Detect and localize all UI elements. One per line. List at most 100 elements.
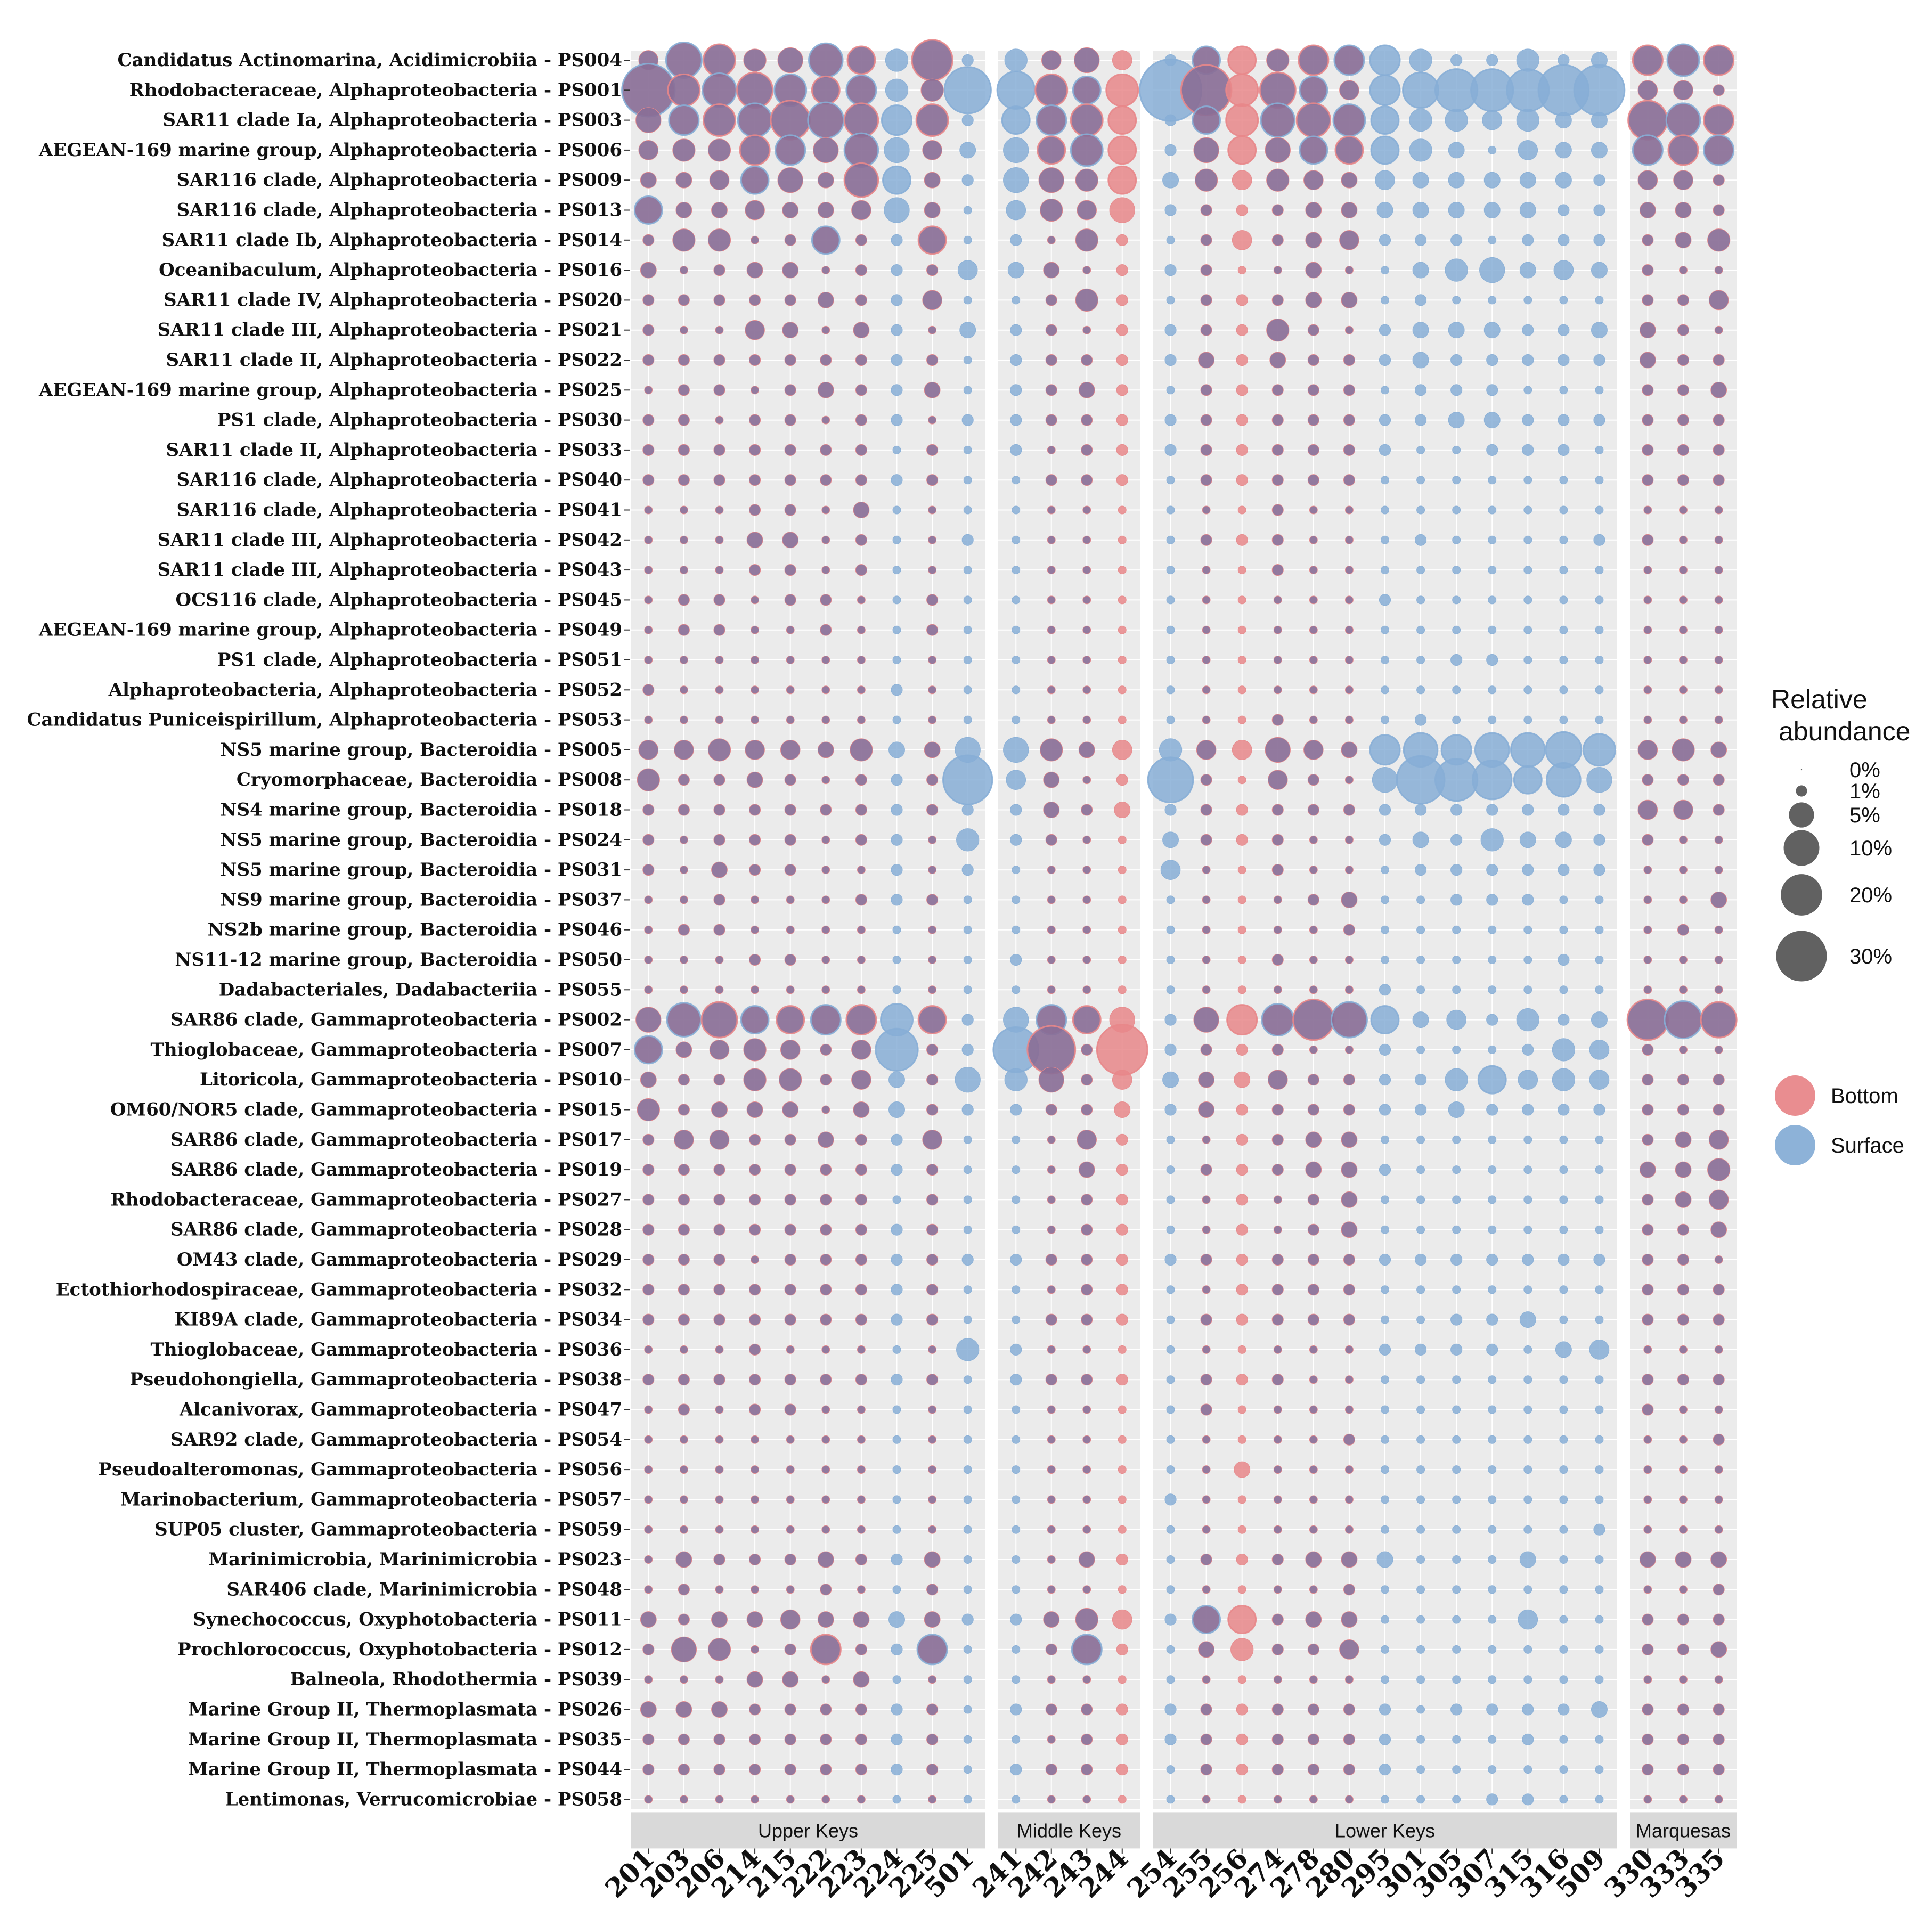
data-bubble: OM43 clade, Gammaproteobacteria - PS029 … [1081, 1254, 1093, 1265]
data-bubble: Pseudohongiella, Gammaproteobacteria - P… [1081, 1374, 1093, 1385]
data-bubble: NS5 marine group, Bacteroidia - PS031 | … [1451, 864, 1462, 876]
data-bubble: SAR86 clade, Gammaproteobacteria - PS017… [1341, 1132, 1357, 1148]
data-bubble: SAR11 clade III, Alphaproteobacteria - P… [1484, 322, 1500, 338]
data-bubble: Marinobacterium, Gammaproteobacteria - P… [751, 1496, 759, 1504]
data-bubble: Ectothiorhodospiraceae, Gammaproteobacte… [1595, 1286, 1603, 1294]
data-bubble: Marine Group II, Thermoplasmata - PS035 … [891, 1734, 902, 1745]
data-bubble: OM43 clade, Gammaproteobacteria - PS029 … [785, 1254, 796, 1265]
taxon-label: NS9 marine group, Bacteroidia - PS037 [220, 889, 622, 910]
data-bubble: SAR406 clade, Marinimicrobia - PS048 | 3… [1524, 1586, 1532, 1594]
data-bubble: OM43 clade, Gammaproteobacteria - PS029 … [678, 1254, 689, 1265]
data-bubble: NS5 marine group, Bacteroidia - PS031 | … [1309, 866, 1317, 874]
data-bubble: Prochlorococcus, Oxyphotobacteria - PS01… [708, 1638, 730, 1661]
data-bubble: PS1 clade, Alphaproteobacteria - PS051 |… [1417, 656, 1425, 664]
data-bubble: Lentimonas, Verrucomicrobiae - PS058 | 2… [1012, 1795, 1020, 1803]
data-bubble: AEGEAN-169 marine group, Alphaproteobact… [964, 386, 972, 394]
taxon-label: SAR11 clade II, Alphaproteobacteria - PS… [166, 439, 623, 461]
data-bubble: SAR11 clade Ia, Alphaproteobacteria - PS… [1333, 104, 1365, 136]
data-bubble: Marinobacterium, Gammaproteobacteria - P… [1715, 1496, 1723, 1504]
data-bubble: Alphaproteobacteria, Alphaproteobacteria… [1715, 686, 1723, 694]
data-bubble: PS1 clade, Alphaproteobacteria - PS030 |… [891, 414, 902, 426]
data-bubble: Marinimicrobia, Marinimicrobia - PS023 |… [676, 1552, 692, 1568]
data-bubble: OCS116 clade, Alphaproteobacteria - PS04… [1083, 596, 1091, 604]
data-bubble: Rhodobacteraceae, Gammaproteobacteria - … [1202, 1196, 1210, 1204]
data-bubble: Litoricola, Gammaproteobacteria - PS010 … [1445, 1068, 1468, 1091]
data-bubble: Thioglobaceae, Gammaproteobacteria - PS0… [710, 1040, 729, 1060]
data-bubble: SAR406 clade, Marinimicrobia - PS048 | 2… [751, 1586, 759, 1594]
data-bubble: SAR92 clade, Gammaproteobacteria - PS054… [1167, 1435, 1175, 1443]
data-bubble: Marine Group II, Thermoplasmata - PS044 … [1560, 1766, 1568, 1774]
data-bubble: Alphaproteobacteria, Alphaproteobacteria… [822, 686, 830, 694]
data-bubble: SAR116 clade, Alphaproteobacteria - PS01… [1713, 205, 1724, 216]
data-bubble: Balneola, Rhodothermia - PS039 | 295 : 0… [1381, 1676, 1389, 1684]
data-bubble: SAR86 clade, Gammaproteobacteria - PS002… [741, 1006, 769, 1034]
data-bubble: Thioglobaceae, Gammaproteobacteria - PS0… [1309, 1345, 1317, 1353]
data-bubble: SAR11 clade III, Alphaproteobacteria - P… [680, 566, 688, 574]
data-bubble: SAR86 clade, Gammaproteobacteria - PS002… [811, 1005, 841, 1035]
taxon-label: Marinimicrobia, Marinimicrobia - PS023 [208, 1549, 622, 1570]
data-bubble: AEGEAN-169 marine group, Alphaproteobact… [1591, 142, 1607, 158]
data-bubble: SAR116 clade, Alphaproteobacteria - PS00… [778, 168, 803, 193]
data-bubble: SAR86 clade, Gammaproteobacteria - PS019… [855, 1164, 867, 1176]
data-bubble: AEGEAN-169 marine group, Alphaproteobact… [1236, 385, 1248, 396]
data-bubble: Oceanibaculum, Alphaproteobacteria - PS0… [1554, 260, 1574, 280]
data-bubble: SUP05 cluster, Gammaproteobacteria - PS0… [1381, 1525, 1389, 1533]
data-bubble: SAR11 clade Ib, Alphaproteobacteria - PS… [673, 229, 695, 251]
data-bubble: Balneola, Rhodothermia - PS039 | 280 : 0… [1345, 1676, 1353, 1684]
data-bubble: NS11-12 marine group, Bacteroidia - PS05… [1715, 956, 1723, 964]
data-bubble: SAR116 clade, Alphaproteobacteria - PS01… [1306, 202, 1322, 218]
data-bubble: OM60/NOR5 clade, Gammaproteobacteria - P… [1114, 1102, 1130, 1118]
data-bubble: Candidatus Puniceispirillum, Alphaproteo… [645, 716, 653, 724]
data-bubble: Marine Group II, Thermoplasmata - PS044 … [1453, 1766, 1461, 1774]
data-bubble: SAR11 clade IV, Alphaproteobacteria - PS… [1075, 289, 1098, 311]
data-bubble: AEGEAN-169 marine group, Alphaproteobact… [1371, 136, 1399, 164]
data-bubble: SAR11 clade Ib, Alphaproteobacteria - PS… [751, 236, 759, 244]
data-bubble: OCS116 clade, Alphaproteobacteria - PS04… [1345, 596, 1353, 604]
data-bubble: SAR406 clade, Marinimicrobia - PS048 | 2… [1343, 1584, 1355, 1595]
data-bubble: Rhodobacteraceae, Gammaproteobacteria - … [714, 1194, 725, 1205]
data-bubble: Marine Group II, Thermoplasmata - PS044 … [1595, 1766, 1603, 1774]
data-bubble: OCS116 clade, Alphaproteobacteria - PS04… [857, 596, 865, 604]
data-bubble: Marine Group II, Thermoplasmata - PS035 … [820, 1734, 832, 1745]
data-bubble: SAR11 clade Ib, Alphaproteobacteria - PS… [1594, 234, 1605, 246]
data-bubble: Pseudoalteromonas, Gammaproteobacteria -… [1560, 1466, 1568, 1474]
data-bubble: SAR116 clade, Alphaproteobacteria - PS04… [891, 475, 902, 486]
data-bubble: Alphaproteobacteria, Alphaproteobacteria… [786, 686, 794, 694]
data-bubble: SAR11 clade II, Alphaproteobacteria - PS… [1522, 354, 1534, 365]
data-bubble: Marinimicrobia, Marinimicrobia - PS023 |… [1272, 1554, 1283, 1565]
data-bubble: SAR86 clade, Gammaproteobacteria - PS028… [678, 1224, 689, 1235]
data-bubble: SAR11 clade II, Alphaproteobacteria - PS… [820, 444, 832, 455]
data-bubble: Thioglobaceae, Gammaproteobacteria - PS0… [1238, 1345, 1246, 1353]
data-bubble: Marine Group II, Thermoplasmata - PS044 … [1343, 1764, 1355, 1775]
data-bubble: SAR11 clade IV, Alphaproteobacteria - PS… [1381, 296, 1389, 304]
data-bubble: Cryomorphaceae, Bacteroidia - PS008 | 30… [1436, 759, 1478, 801]
data-bubble: AEGEAN-169 marine group, Alphaproteobact… [1680, 626, 1688, 634]
data-bubble: Prochlorococcus, Oxyphotobacteria - PS01… [671, 1637, 696, 1662]
data-bubble: Dadabacteriales, Dadabacteriia - PS055 |… [1167, 986, 1175, 994]
taxon-label: SAR116 clade, Alphaproteobacteria - PS01… [176, 200, 622, 221]
data-bubble: Oceanibaculum, Alphaproteobacteria - PS0… [1680, 266, 1688, 274]
data-bubble: Rhodobacteraceae, Gammaproteobacteria - … [643, 1194, 654, 1205]
data-bubble: SAR86 clade, Gammaproteobacteria - PS002… [777, 1006, 804, 1034]
data-bubble: AEGEAN-169 marine group, Alphaproteobact… [1668, 135, 1698, 165]
data-bubble: AEGEAN-169 marine group, Alphaproteobact… [673, 139, 695, 161]
data-bubble: AEGEAN-169 marine group, Alphaproteobact… [1012, 626, 1020, 634]
data-bubble: Pseudohongiella, Gammaproteobacteria - P… [1167, 1376, 1175, 1384]
data-bubble: Prochlorococcus, Oxyphotobacteria - PS01… [1488, 1645, 1496, 1653]
data-bubble: SAR86 clade, Gammaproteobacteria - PS019… [1306, 1162, 1322, 1178]
data-bubble: Balneola, Rhodothermia - PS039 | 224 : 0… [893, 1676, 901, 1684]
data-bubble: Pseudoalteromonas, Gammaproteobacteria -… [1012, 1466, 1020, 1474]
data-bubble: PS1 clade, Alphaproteobacteria - PS030 |… [855, 414, 867, 426]
data-bubble: AEGEAN-169 marine group, Alphaproteobact… [1046, 385, 1057, 396]
data-bubble: Prochlorococcus, Oxyphotobacteria - PS01… [1711, 1642, 1727, 1658]
data-bubble: Balneola, Rhodothermia - PS039 | 243 : 0… [1083, 1676, 1091, 1684]
data-bubble: SAR86 clade, Gammaproteobacteria - PS028… [1677, 1224, 1689, 1235]
data-bubble: Pseudohongiella, Gammaproteobacteria - P… [749, 1374, 761, 1385]
data-bubble: NS2b marine group, Bacteroidia - PS046 |… [678, 924, 689, 935]
data-bubble: SAR11 clade II, Alphaproteobacteria - PS… [643, 444, 654, 455]
data-bubble: NS5 marine group, Bacteroidia - PS005 | … [1341, 742, 1357, 758]
data-bubble: Candidatus Puniceispirillum, Alphaproteo… [893, 716, 901, 724]
data-bubble: NS5 marine group, Bacteroidia - PS031 | … [1381, 866, 1389, 874]
data-bubble: Candidatus Puniceispirillum, Alphaproteo… [964, 716, 972, 724]
data-bubble: Marine Group II, Thermoplasmata - PS026 … [1272, 1704, 1283, 1715]
